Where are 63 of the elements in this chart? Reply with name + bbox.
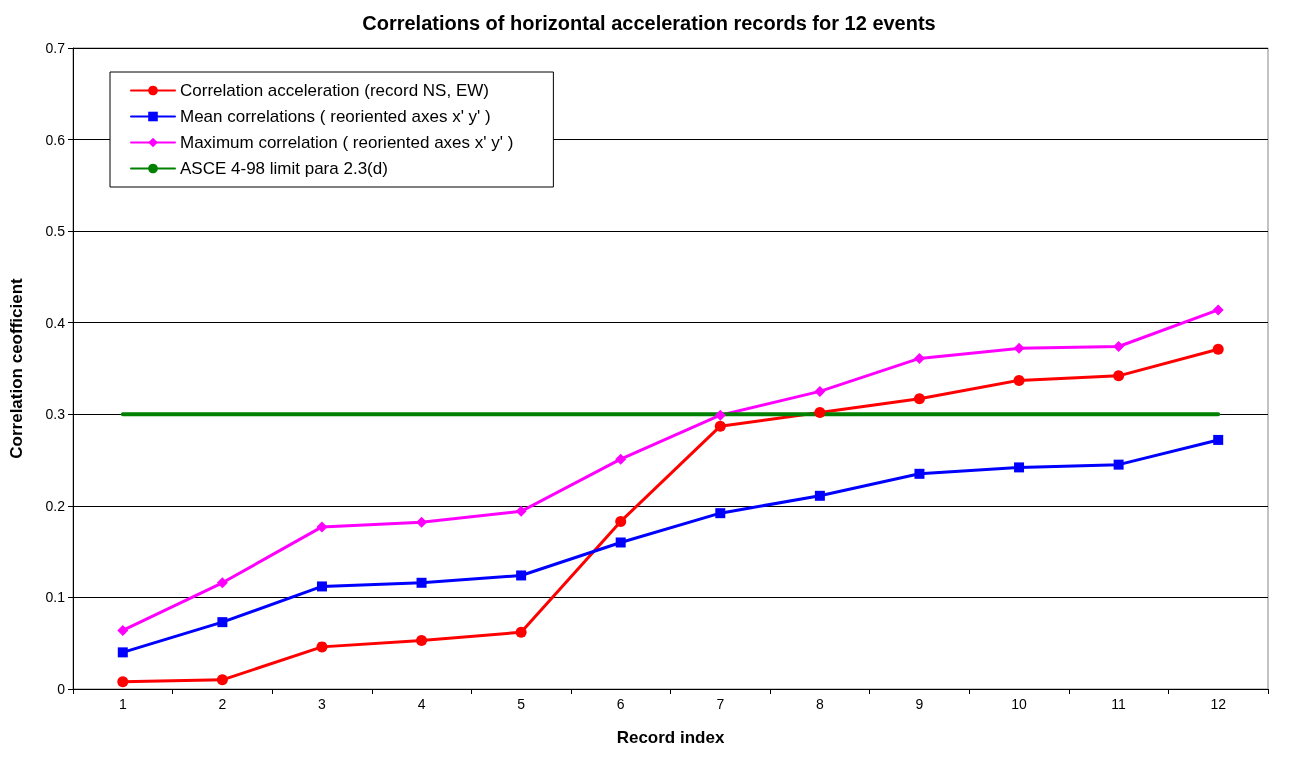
point [714,409,726,421]
point [1212,304,1224,316]
point [814,490,825,501]
y-tick-label: 0.3 [45,406,66,423]
point [714,420,726,432]
point [1013,342,1025,354]
chart-title: Correlations of horizontal acceleration records for 12 events [362,12,936,34]
x-tick-label: 7 [716,696,725,712]
point [316,641,328,653]
point [117,647,128,658]
x-tick-label: 9 [915,696,924,712]
y-tick-label: 0.1 [45,589,66,606]
legend-label: Maximum correlation ( reoriented axes x' y' ) [180,133,514,152]
y-tick-label: 0.4 [45,314,66,331]
point [1113,341,1125,353]
point [217,617,228,628]
legend-label: ASCE 4-98 limit para 2.3(d) [180,159,388,178]
point [117,676,129,688]
point [913,393,925,405]
x-tick-label: 1 [118,696,127,712]
x-tick-label: 5 [517,696,526,712]
point [117,624,129,636]
point [416,577,427,588]
x-tick-label: 8 [815,696,824,712]
point [615,537,626,548]
x-tick-label: 12 [1210,696,1227,712]
x-tick-label: 2 [218,696,227,712]
point [1212,343,1224,355]
point [316,521,328,533]
point [615,453,627,465]
point [1113,459,1124,470]
point [814,406,826,418]
point [416,634,428,646]
legend-label: Mean correlations ( reoriented axes x' y' ) [180,107,491,126]
point [515,505,527,517]
y-axis-title: Correlation ceofficient [7,277,26,459]
point [1213,434,1224,445]
point [1113,370,1125,382]
x-tick-label: 3 [318,696,327,712]
x-tick-label: 6 [616,696,625,712]
point [913,352,925,364]
point [216,577,228,589]
point [316,581,327,592]
point [615,515,627,527]
y-tick-label: 0.7 [45,40,66,56]
point [715,508,726,519]
x-tick-label: 11 [1111,696,1127,712]
point [416,516,428,528]
point [216,674,228,686]
point [515,626,527,638]
y-tick-label: 0.2 [45,497,66,514]
point [914,468,925,479]
legend-label: Correlation acceleration (record NS, EW) [180,81,489,100]
y-tick-label: 0 [57,681,66,697]
y-tick-label: 0.5 [45,223,66,240]
y-tick-label: 0.6 [45,131,66,148]
point [516,570,527,581]
x-tick-label: 4 [417,696,426,712]
point [1013,374,1025,386]
x-axis-title: Record index [616,728,725,747]
point [814,385,826,397]
x-tick-label: 10 [1011,696,1028,712]
point [1014,462,1025,473]
